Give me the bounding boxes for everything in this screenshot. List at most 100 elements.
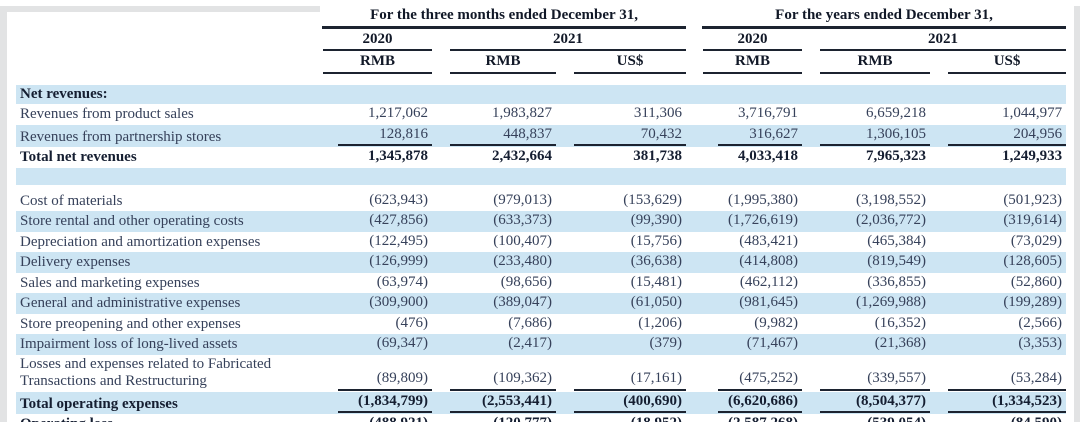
table-row: Net revenues: [16, 84, 1067, 104]
cell-value: (126,999) [320, 252, 432, 273]
spacer-cell [16, 167, 1067, 185]
cell-value: (53,284) [930, 355, 1067, 392]
cell-value: (475,252) [700, 355, 803, 392]
cell-value: (73,029) [1010, 232, 1063, 249]
cell-value: (633,373) [432, 211, 556, 232]
year-header-3m-2021: 2021 [450, 31, 687, 51]
row-label: Revenues from product sales [20, 106, 194, 122]
cell-value: (120,777) [432, 414, 556, 422]
column-gap [686, 414, 700, 422]
column-gap [686, 52, 700, 76]
column-gap [686, 314, 700, 335]
cell-value: (339,557) [802, 355, 931, 392]
group-header-three-months: For the three months ended December 31, [322, 7, 687, 29]
cell-value: (3,353) [930, 334, 1067, 355]
table-row: Total net revenues 1,345,878 2,432,664 381,… [16, 147, 1066, 168]
column-gap [686, 252, 701, 273]
cell-value: 70,432 [556, 124, 687, 147]
cell-value: (1,269,988) [802, 293, 931, 314]
cell-value: 1,249,933 [1002, 148, 1063, 164]
table-row: Revenues from partnership stores 128,816 4… [16, 124, 1067, 147]
cell-value: 1,044,977 [1002, 105, 1063, 121]
currency-header-rmb-4: RMB [820, 53, 931, 74]
currency-header-usd-2: US$ [948, 53, 1067, 74]
cell-value: (8,504,377) [802, 391, 931, 414]
table-row: Store rental and other operating costs (4… [16, 211, 1067, 232]
cell-value: (9,982) [754, 314, 799, 331]
row-label: General and administrative expenses [16, 293, 320, 314]
column-gap [686, 334, 701, 355]
cell-value: (84,590) [930, 414, 1066, 422]
year-header-row: 2020 2021 2020 2021 [16, 30, 1067, 53]
cell-value: (1,334,523) [930, 391, 1067, 414]
cell-value: (379) [556, 334, 687, 355]
header-spacer [16, 30, 320, 53]
currency-header-cell: US$ [556, 52, 687, 76]
cell-value: (21,368) [802, 334, 931, 355]
scan-edge-left [0, 6, 7, 422]
table-row: Impairment loss of long-lived assets (69,… [16, 334, 1067, 355]
cell-value: (2,417) [432, 334, 556, 355]
cell-value: (2,553,441) [432, 391, 556, 414]
currency-header-cell: RMB [802, 52, 931, 76]
cell-value [930, 84, 1067, 104]
column-gap [686, 355, 700, 392]
cell-value: (153,629) [623, 191, 683, 208]
column-gap [686, 211, 701, 232]
cell-value [802, 84, 931, 104]
cell-value: 316,627 [700, 124, 803, 147]
cell-value: (6,620,686) [700, 391, 803, 414]
cell-value [320, 84, 432, 104]
currency-header-usd-1: US$ [574, 53, 687, 74]
cell-value: (15,756) [630, 232, 683, 249]
column-gap [686, 30, 700, 53]
table-row: Cost of materials (623,943) (979,013) (153,… [16, 191, 1066, 212]
scan-edge-top [0, 6, 320, 12]
cell-value: (100,407) [493, 232, 552, 249]
cell-value: (819,549) [802, 252, 931, 273]
cell-value: (488,921) [320, 414, 432, 422]
cell-value [700, 84, 803, 104]
row-label: Sales and marketing expenses [20, 274, 200, 291]
cell-value: (1,995,380) [728, 191, 799, 208]
table-row: General and administrative expenses (309,… [16, 293, 1067, 314]
cell-value: (16,352) [874, 314, 927, 331]
group-header-years: For the years ended December 31, [702, 7, 1067, 29]
cell-value [556, 84, 687, 104]
cell-value: (109,362) [432, 355, 556, 392]
cell-value: 2,432,664 [492, 148, 552, 164]
cell-value: 448,837 [432, 124, 556, 147]
currency-header-cell: RMB [432, 52, 556, 76]
row-label: Impairment loss of long-lived assets [16, 334, 320, 355]
cell-value: (319,614) [930, 211, 1067, 232]
currency-header-row: RMB RMB US$ RMB RMB US$ [16, 52, 1067, 76]
cell-value: (1,206) [638, 314, 683, 331]
row-label: Store preopening and other expenses [20, 315, 241, 332]
table-row: Operating loss(488,921)(120,777)(18,952)… [16, 414, 1066, 422]
scan-edge-right [1074, 6, 1080, 422]
column-gap [686, 293, 701, 314]
cell-value: (128,605) [930, 252, 1067, 273]
column-gap [686, 124, 701, 147]
cell-value: (309,900) [320, 293, 432, 314]
cell-value: 204,956 [930, 124, 1067, 147]
row-label: Delivery expenses [16, 252, 320, 273]
cell-value: (17,161) [556, 355, 687, 392]
header-spacer [16, 52, 320, 76]
year-header-3m-2020: 2020 [323, 31, 432, 51]
row-label: Depreciation and amortization expenses [20, 233, 261, 250]
cell-value: (52,860) [1010, 273, 1063, 290]
cell-value: (389,047) [432, 293, 556, 314]
cell-value: 311,306 [633, 105, 683, 121]
cell-value: (483,421) [739, 232, 799, 249]
year-header-cell: 2020 [700, 30, 803, 53]
cell-value: (199,289) [930, 293, 1067, 314]
currency-header-cell: US$ [930, 52, 1067, 76]
cell-value: 1,217,062 [368, 105, 428, 121]
cell-value: (99,390) [556, 211, 687, 232]
year-header-cell: 2021 [432, 30, 687, 53]
currency-header-cell: RMB [700, 52, 803, 76]
row-label: Losses and expenses related to Fabricate… [20, 355, 272, 390]
column-gap [686, 147, 700, 168]
cell-value: (2,587,268) [700, 414, 802, 422]
